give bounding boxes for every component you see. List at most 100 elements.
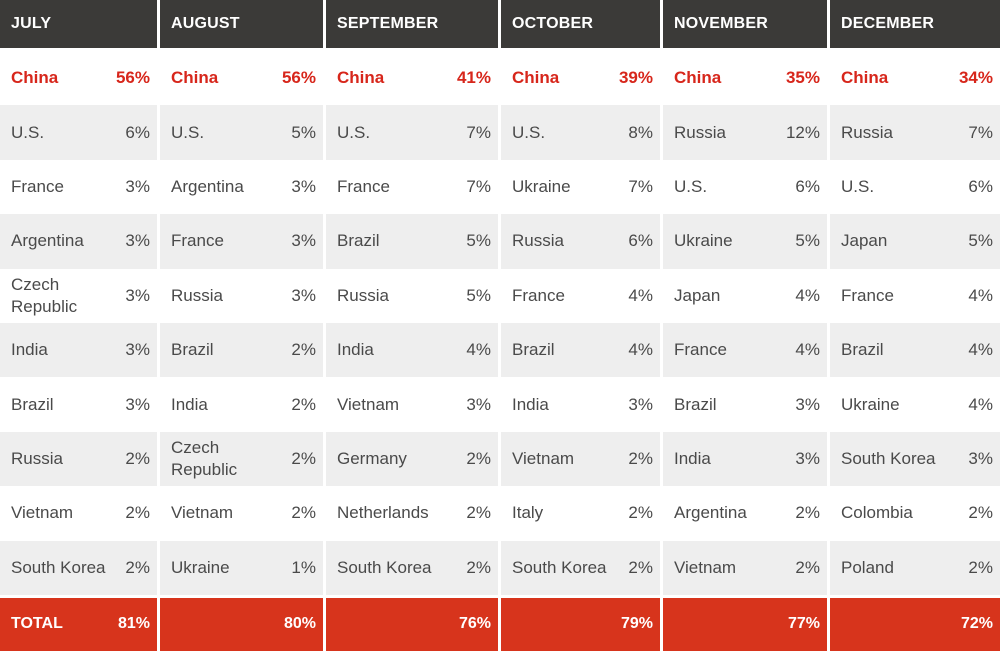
table-cell: Vietnam 2% [160,486,326,541]
country-name: Czech Republic [11,274,78,316]
total-value: 72% [960,615,993,633]
share-value: 3% [291,285,316,305]
table-cell: China 56% [0,51,160,106]
country-name: China [674,68,722,88]
column-header-label: SEPTEMBER [337,15,439,32]
column-header: DECEMBER [830,0,1000,51]
share-value: 3% [968,448,993,468]
country-name: South Korea [512,557,607,577]
table-cell: Brazil 3% [0,377,160,432]
country-name: India [11,340,48,360]
share-value: 39% [618,68,653,88]
share-value: 4% [968,394,993,414]
share-value: 3% [291,176,316,196]
table-cell: Vietnam 2% [501,431,663,487]
share-value: 2% [628,557,653,577]
country-name: Brazil [171,340,214,360]
table-cell: Russia 6% [501,214,663,269]
share-value: 4% [466,340,491,360]
table-cell: Ukraine 4% [830,377,1000,432]
country-name: Brazil [674,394,717,414]
table-cell: China 35% [663,51,830,106]
share-value: 7% [968,122,993,142]
share-value: 3% [628,394,653,414]
share-value: 7% [628,176,653,196]
table-cell: Russia 5% [326,268,501,323]
column-header: SEPTEMBER [326,0,501,51]
country-name: Argentina [11,231,84,251]
table-cell: U.S. 7% [326,105,501,160]
country-name: France [674,340,727,360]
table-cell: South Korea 2% [0,540,160,595]
share-value: 2% [466,448,491,468]
share-value: 5% [291,122,316,142]
country-name: Argentina [171,176,244,196]
country-name: South Korea [11,557,106,577]
share-value: 2% [628,503,653,523]
share-value: 3% [125,176,150,196]
share-value: 5% [968,231,993,251]
table-cell: India 3% [501,377,663,432]
country-name: China [171,68,219,88]
share-value: 6% [125,122,150,142]
country-name: U.S. [512,122,546,142]
column-header-label: NOVEMBER [674,15,769,32]
country-name: Colombia [841,503,913,523]
column-header: OCTOBER [501,0,663,51]
table-cell: Vietnam 2% [0,486,160,541]
share-value: 56% [281,68,316,88]
share-value: 2% [628,448,653,468]
total-value: 80% [283,615,316,633]
table-cell: Japan 5% [830,214,1000,269]
share-value: 34% [958,68,993,88]
share-value: 56% [115,68,150,88]
table-cell: Brazil 2% [160,322,326,378]
table-cell: France 7% [326,159,501,215]
total-value: 81% [117,615,150,633]
table-cell: U.S. 8% [501,105,663,160]
country-name: U.S. [841,176,875,196]
table-cell: France 4% [663,322,830,378]
table-cell: Japan 4% [663,268,830,323]
total-cell: TOTAL 81% [0,594,160,651]
table-cell: India 4% [326,322,501,378]
country-name: Germany [337,448,407,468]
total-cell: 80% [160,594,326,651]
share-value: 3% [125,285,150,305]
country-name: China [841,68,889,88]
table-cell: Brazil 4% [830,322,1000,378]
country-name: South Korea [337,557,432,577]
total-cell: 79% [501,594,663,651]
share-value: 2% [291,448,316,468]
table-cell: Germany 2% [326,431,501,487]
country-name: France [512,285,565,305]
country-name: Czech Republic [171,437,238,479]
country-name: Russia [337,285,389,305]
share-value: 1% [291,557,316,577]
share-value: 6% [628,231,653,251]
share-value: 4% [628,285,653,305]
table-cell: U.S. 5% [160,105,326,160]
country-name: Russia [171,285,223,305]
table-cell: India 3% [663,431,830,487]
country-name: U.S. [337,122,371,142]
table-cell: Argentina 2% [663,486,830,541]
total-label: TOTAL [11,615,63,633]
total-cell: 77% [663,594,830,651]
table-cell: Argentina 3% [0,214,160,269]
share-value: 3% [125,340,150,360]
table-cell: Russia 3% [160,268,326,323]
country-name: South Korea [841,448,936,468]
country-name: Argentina [674,503,747,523]
table-cell: U.S. 6% [0,105,160,160]
total-value: 76% [458,615,491,633]
table-cell: India 3% [0,322,160,378]
share-value: 2% [125,503,150,523]
country-name: Japan [674,285,721,305]
share-value: 5% [466,285,491,305]
table-cell: Colombia 2% [830,486,1000,541]
column-header-label: JULY [11,15,52,32]
country-name: China [337,68,385,88]
share-value: 2% [968,503,993,523]
